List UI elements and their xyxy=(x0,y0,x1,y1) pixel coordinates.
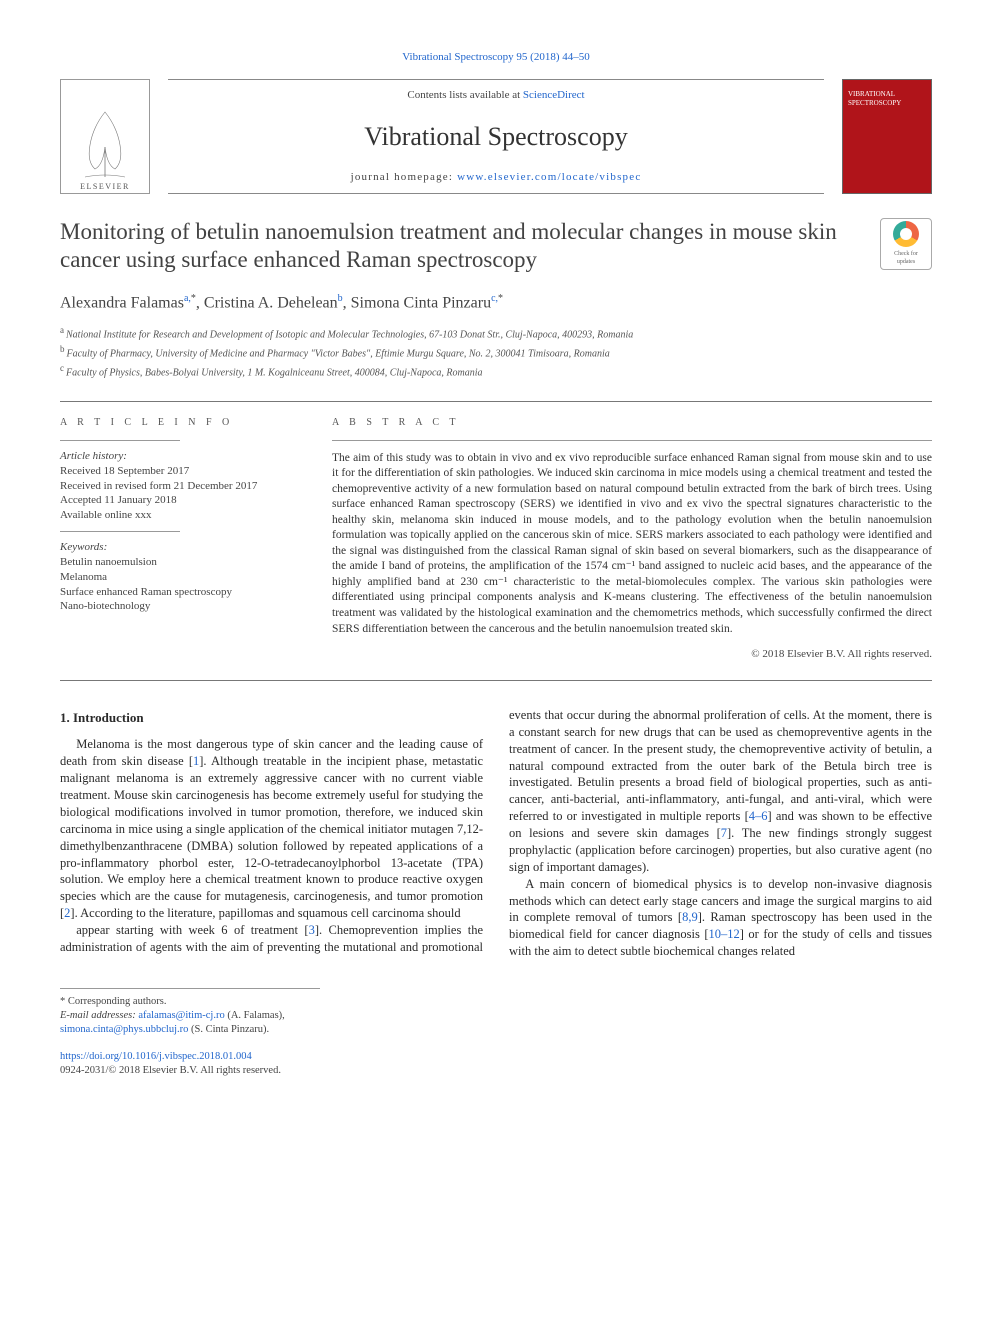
history-line: Available online xxx xyxy=(60,508,306,523)
abstract: A B S T R A C T The aim of this study wa… xyxy=(332,416,932,662)
history-line: Received 18 September 2017 xyxy=(60,464,306,479)
body-para: A main concern of biomedical physics is … xyxy=(509,876,932,960)
issn-copyright: 0924-2031/© 2018 Elsevier B.V. All right… xyxy=(60,1065,281,1076)
article-info-heading: A R T I C L E I N F O xyxy=(60,416,306,430)
elsevier-logo: ELSEVIER xyxy=(60,79,150,194)
affiliations: aNational Institute for Research and Dev… xyxy=(60,324,932,379)
affiliation: aNational Institute for Research and Dev… xyxy=(60,324,932,342)
section-heading: 1. Introduction xyxy=(60,709,483,727)
abstract-copyright: © 2018 Elsevier B.V. All rights reserved… xyxy=(332,647,932,662)
masthead: ELSEVIER Contents lists available at Sci… xyxy=(60,79,932,194)
history-line: Accepted 11 January 2018 xyxy=(60,493,306,508)
crossmark-badge[interactable]: Check for updates xyxy=(880,218,932,270)
crossmark-icon xyxy=(893,221,919,247)
body-columns: 1. Introduction Melanoma is the most dan… xyxy=(60,707,932,960)
elsevier-wordmark: ELSEVIER xyxy=(80,182,130,193)
homepage-link[interactable]: www.elsevier.com/locate/vibspec xyxy=(457,171,641,183)
footnotes: * Corresponding authors. E-mail addresse… xyxy=(60,988,320,1038)
author: Cristina A. Dehelean xyxy=(204,294,338,311)
contents-prefix: Contents lists available at xyxy=(407,89,522,101)
keywords-label: Keywords: xyxy=(60,541,107,553)
ref-link[interactable]: 3 xyxy=(309,923,315,937)
article-info: A R T I C L E I N F O Article history: R… xyxy=(60,416,306,662)
ref-link[interactable]: 10–12 xyxy=(709,927,740,941)
corresponding-label: * Corresponding authors. xyxy=(60,995,320,1009)
doi-link[interactable]: https://doi.org/10.1016/j.vibspec.2018.0… xyxy=(60,1051,252,1062)
sciencedirect-link[interactable]: ScienceDirect xyxy=(523,89,585,101)
crossmark-text-1: Check for xyxy=(894,250,918,258)
keyword: Surface enhanced Raman spectroscopy xyxy=(60,585,306,600)
doi-block: https://doi.org/10.1016/j.vibspec.2018.0… xyxy=(60,1050,932,1078)
affiliation: cFaculty of Physics, Babes-Bolyai Univer… xyxy=(60,362,932,380)
masthead-center: Contents lists available at ScienceDirec… xyxy=(168,79,824,194)
homepage-prefix: journal homepage: xyxy=(351,171,458,183)
homepage-line: journal homepage: www.elsevier.com/locat… xyxy=(168,170,824,185)
ref-link[interactable]: 1 xyxy=(193,754,199,768)
cover-title-1: VIBRATIONAL xyxy=(848,90,926,99)
history-label: Article history: xyxy=(60,450,127,462)
author: Alexandra Falamas xyxy=(60,294,184,311)
contents-line: Contents lists available at ScienceDirec… xyxy=(168,88,824,103)
ref-link[interactable]: 8,9 xyxy=(682,910,698,924)
author: Simona Cinta Pinzaru xyxy=(351,294,491,311)
email-link[interactable]: simona.cinta@phys.ubbcluj.ro xyxy=(60,1024,188,1035)
citation-header[interactable]: Vibrational Spectroscopy 95 (2018) 44–50 xyxy=(60,50,932,65)
journal-cover-thumb: VIBRATIONAL SPECTROSCOPY xyxy=(842,79,932,194)
cover-title-2: SPECTROSCOPY xyxy=(848,99,926,108)
ref-link[interactable]: 7 xyxy=(721,826,727,840)
ref-link[interactable]: 4–6 xyxy=(749,809,768,823)
author-list: Alexandra Falamasa,*, Cristina A. Dehele… xyxy=(60,292,932,314)
keyword: Melanoma xyxy=(60,570,306,585)
ref-link[interactable]: 2 xyxy=(64,906,70,920)
keyword: Nano-biotechnology xyxy=(60,599,306,614)
abstract-heading: A B S T R A C T xyxy=(332,416,932,430)
article-title: Monitoring of betulin nanoemulsion treat… xyxy=(60,218,866,274)
journal-name: Vibrational Spectroscopy xyxy=(168,119,824,154)
affiliation: bFaculty of Pharmacy, University of Medi… xyxy=(60,343,932,361)
abstract-text: The aim of this study was to obtain in v… xyxy=(332,451,932,637)
email-link[interactable]: afalamas@itim-cj.ro xyxy=(138,1010,224,1021)
email-label: E-mail addresses: xyxy=(60,1010,138,1021)
keyword: Betulin nanoemulsion xyxy=(60,555,306,570)
elsevier-tree-icon xyxy=(75,107,135,182)
history-line: Received in revised form 21 December 201… xyxy=(60,479,306,494)
crossmark-text-2: updates xyxy=(897,258,915,266)
body-para: Melanoma is the most dangerous type of s… xyxy=(60,736,483,922)
